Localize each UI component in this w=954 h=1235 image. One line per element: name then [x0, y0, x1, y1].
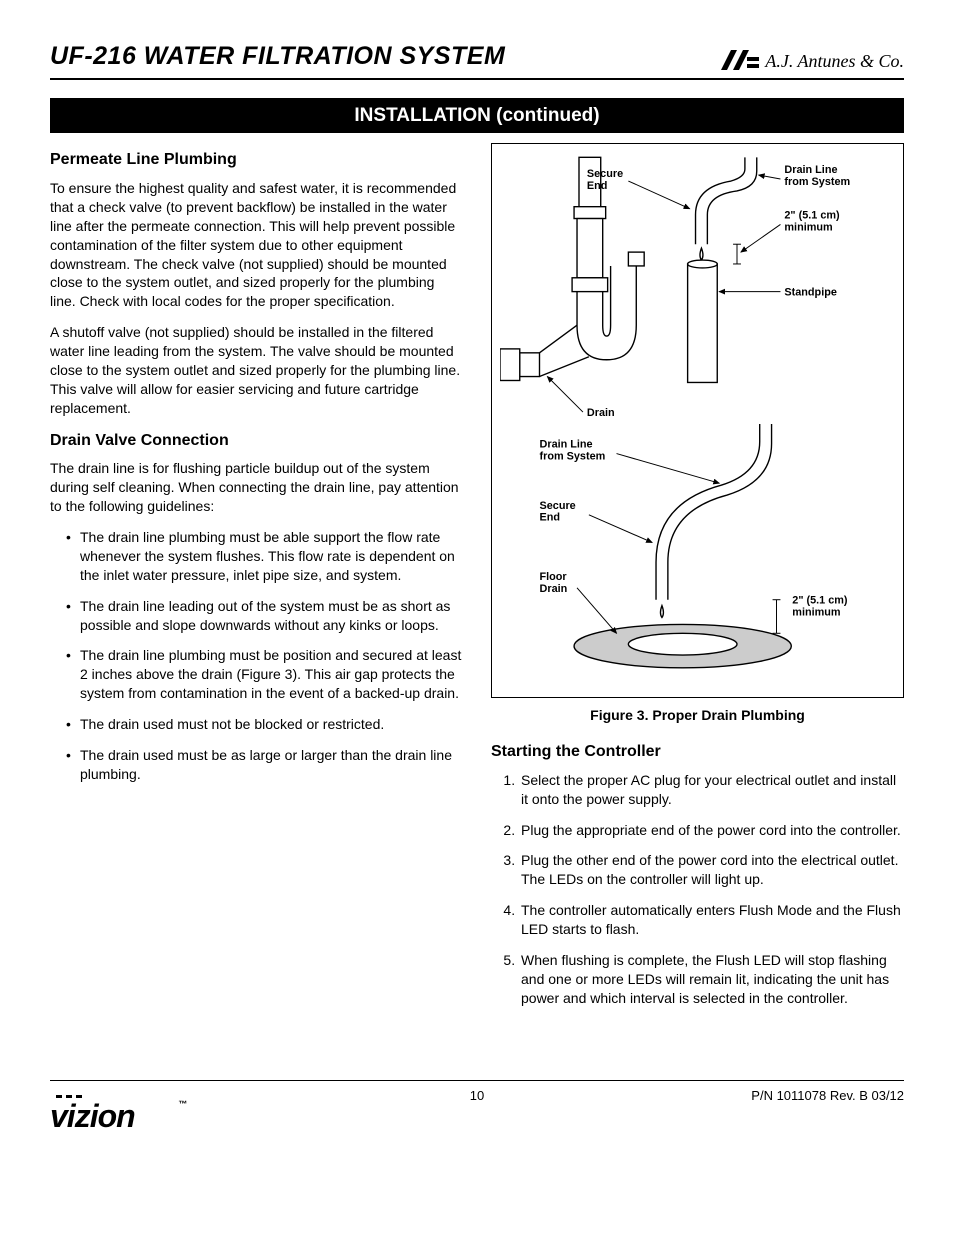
heading-drain-valve: Drain Valve Connection [50, 430, 463, 452]
para-permeate-1: To ensure the highest quality and safest… [50, 179, 463, 311]
vizion-logo-icon: vizion ™ [50, 1093, 220, 1133]
list-item: The drain used must be as large or large… [78, 746, 463, 784]
left-column: Permeate Line Plumbing To ensure the hig… [50, 143, 463, 1019]
document-title: UF-216 WATER FILTRATION SYSTEM [50, 40, 505, 74]
controller-steps-list: Select the proper AC plug for your elect… [519, 771, 904, 1008]
list-item: The drain line leading out of the system… [78, 597, 463, 635]
heading-permeate: Permeate Line Plumbing [50, 149, 463, 171]
label-gap-1: 2" (5.1 cm)minimum [784, 210, 840, 234]
para-drain-intro: The drain line is for flushing particle … [50, 459, 463, 516]
list-item: When flushing is complete, the Flush LED… [519, 951, 904, 1008]
part-number: P/N 1011078 Rev. B 03/12 [619, 1087, 904, 1105]
label-floor-drain: FloorDrain [540, 571, 568, 595]
para-permeate-2: A shutoff valve (not supplied) should be… [50, 323, 463, 417]
svg-text:vizion: vizion [50, 1098, 135, 1133]
list-item: Plug the other end of the power cord int… [519, 851, 904, 889]
section-title-bar: INSTALLATION (continued) [50, 98, 904, 134]
list-item: Plug the appropriate end of the power co… [519, 821, 904, 840]
figure-3-box: SecureEnd Drain Linefrom System 2" (5.1 … [491, 143, 904, 698]
drain-plumbing-diagram: SecureEnd Drain Linefrom System 2" (5.1 … [500, 154, 895, 684]
footer-left: vizion ™ [50, 1087, 335, 1146]
right-column: SecureEnd Drain Linefrom System 2" (5.1 … [491, 143, 904, 1019]
label-drain-line-1: Drain Linefrom System [784, 165, 850, 189]
list-item: The controller automatically enters Flus… [519, 901, 904, 939]
label-secure-end-1: SecureEnd [587, 168, 623, 192]
list-item: The drain line plumbing must be able sup… [78, 528, 463, 585]
label-secure-end-2: SecureEnd [540, 500, 576, 524]
label-standpipe: Standpipe [784, 287, 837, 299]
content-columns: Permeate Line Plumbing To ensure the hig… [50, 143, 904, 1019]
drain-guidelines-list: The drain line plumbing must be able sup… [78, 528, 463, 784]
label-drain: Drain [587, 407, 615, 419]
label-drain-line-2: Drain Linefrom System [540, 439, 606, 463]
svg-text:™: ™ [178, 1099, 187, 1109]
brand-logo-icon [719, 44, 761, 74]
page-number: 10 [335, 1087, 620, 1105]
brand-block: A.J. Antunes & Co. [719, 44, 904, 74]
figure-3-caption: Figure 3. Proper Drain Plumbing [491, 706, 904, 725]
page-footer: vizion ™ 10 P/N 1011078 Rev. B 03/12 [50, 1080, 904, 1146]
page-header: UF-216 WATER FILTRATION SYSTEM A.J. Antu… [50, 40, 904, 80]
brand-text: A.J. Antunes & Co. [765, 49, 904, 73]
vizion-logo: vizion ™ [50, 1093, 335, 1146]
list-item: Select the proper AC plug for your elect… [519, 771, 904, 809]
label-gap-2: 2" (5.1 cm)minimum [792, 595, 848, 619]
list-item: The drain line plumbing must be position… [78, 646, 463, 703]
list-item: The drain used must not be blocked or re… [78, 715, 463, 734]
heading-controller: Starting the Controller [491, 741, 904, 763]
